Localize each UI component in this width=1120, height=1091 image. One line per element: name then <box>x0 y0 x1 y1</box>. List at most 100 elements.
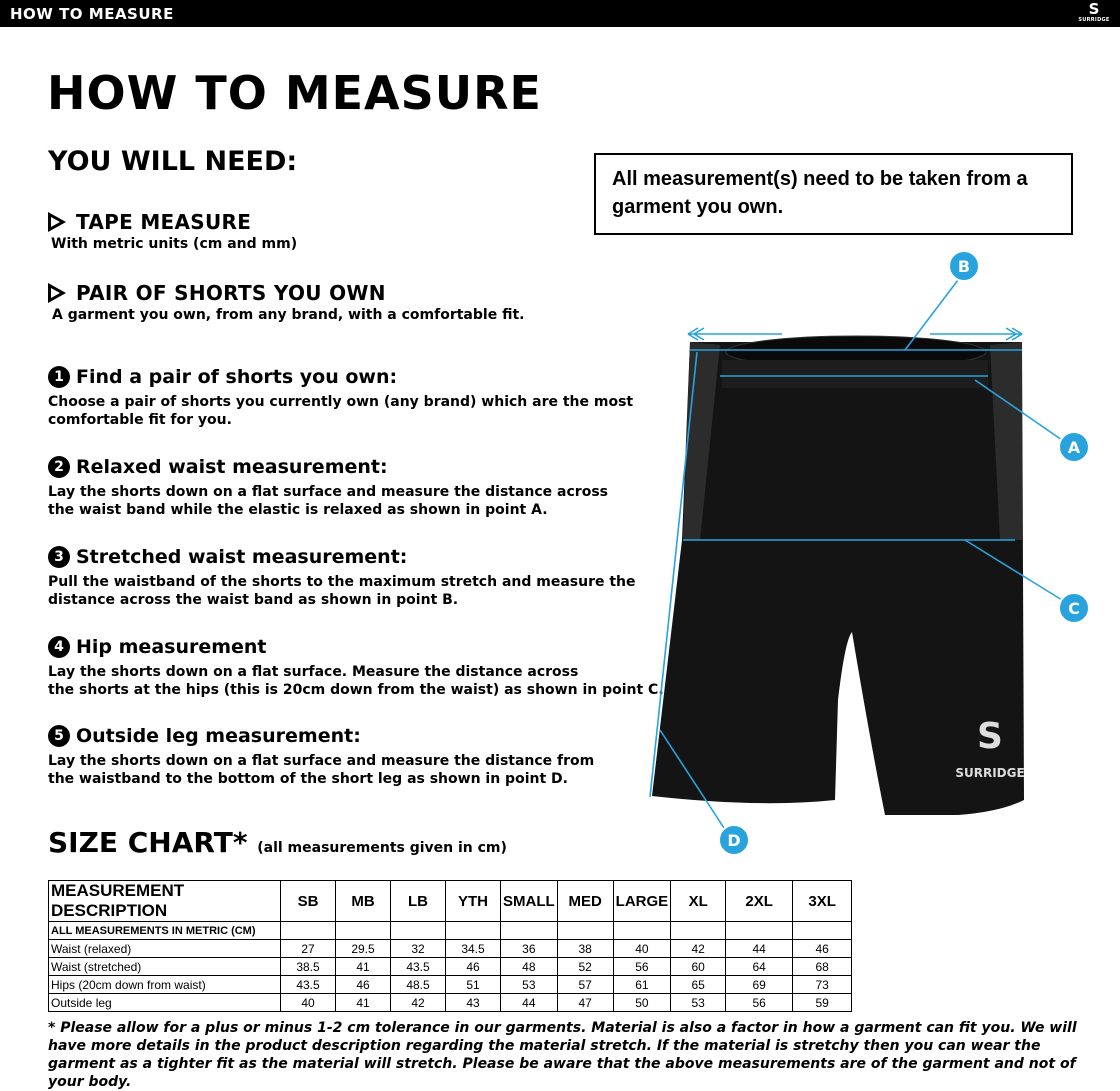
point-a-callout: A <box>1058 431 1090 463</box>
table-cell <box>500 921 558 940</box>
step-number: 5 <box>48 725 70 747</box>
table-row: Waist (relaxed) 27 29.5 32 34.5 36 38 40 42 44 46 <box>48 939 853 958</box>
table-cell <box>335 921 391 940</box>
surridge-logo-mark: S <box>977 716 1003 757</box>
step-text: Choose a pair of shorts you currently ow… <box>48 394 634 428</box>
page-title: HOW TO MEASURE <box>47 66 542 120</box>
svg-text:C: C <box>1068 599 1080 618</box>
table-cell: 53 <box>500 975 558 994</box>
table-cell: 43.5 <box>390 957 446 976</box>
table-cell: 27 <box>280 939 336 958</box>
table-cell: 68 <box>792 957 853 976</box>
column-header: YTH <box>445 880 501 922</box>
table-cell: 69 <box>725 975 794 994</box>
metric-subheader-row: ALL MEASUREMENTS IN METRIC (CM) <box>48 921 853 940</box>
table-header-row: MEASUREMENT DESCRIPTION SB MB LB YTH SMALL MED… <box>48 880 853 922</box>
column-header: XL <box>670 880 727 922</box>
step-2: 2 Relaxed waist measurement: Lay the short… <box>48 456 608 519</box>
column-header: SB <box>280 880 336 922</box>
table-cell: 52 <box>556 957 614 976</box>
table-cell: 44 <box>500 993 558 1012</box>
step-title: Relaxed waist measurement: <box>76 456 388 478</box>
table-cell: 61 <box>612 975 672 994</box>
table-cell: 29.5 <box>335 939 391 958</box>
column-header: MED <box>556 880 614 922</box>
step-number: 3 <box>48 546 70 568</box>
play-triangle-icon <box>48 212 66 232</box>
table-cell: 46 <box>335 975 391 994</box>
step-text: Lay the shorts down on a flat surface an… <box>48 484 608 518</box>
step-text: Lay the shorts down on a flat surface. M… <box>48 664 664 698</box>
table-cell: 48 <box>500 957 558 976</box>
column-header: MB <box>335 880 391 922</box>
requirement-label: TAPE MEASURE <box>76 210 252 234</box>
measure-lines <box>649 279 1063 829</box>
table-row: Waist (stretched) 38.5 41 43.5 46 48 52 56 60 64 6… <box>48 957 853 976</box>
footnote: * Please allow for a plus or minus 1-2 c… <box>48 1020 1077 1090</box>
table-cell: 47 <box>556 993 614 1012</box>
table-cell <box>792 921 853 940</box>
table-cell: 46 <box>445 957 501 976</box>
table-cell: 50 <box>612 993 672 1012</box>
table-cell: ALL MEASUREMENTS IN METRIC (CM) <box>48 921 281 940</box>
size-chart-table: MEASUREMENT DESCRIPTION SB MB LB YTH SMALL MED… <box>48 880 853 1012</box>
table-cell: 51 <box>445 975 501 994</box>
step-title: Hip measurement <box>76 636 267 658</box>
requirement-label: PAIR OF SHORTS YOU OWN <box>76 281 386 305</box>
table-cell: 46 <box>792 939 853 958</box>
table-cell: Waist (stretched) <box>48 957 281 976</box>
table-row: Outside leg 40 41 42 43 44 47 50 53 56 59 <box>48 993 853 1012</box>
table-cell: Outside leg <box>48 993 281 1012</box>
table-cell: 42 <box>390 993 446 1012</box>
table-cell: 44 <box>725 939 794 958</box>
table-cell: 34.5 <box>445 939 501 958</box>
shorts-illustration: S SURRIDGE <box>652 335 1025 815</box>
table-cell: 38.5 <box>280 957 336 976</box>
point-d-callout: D <box>718 824 750 856</box>
brand-text: SURRIDGE <box>955 766 1024 780</box>
table-cell <box>556 921 614 940</box>
table-cell: 53 <box>670 993 727 1012</box>
table-cell: Waist (relaxed) <box>48 939 281 958</box>
table-cell: 64 <box>725 957 794 976</box>
table-cell: 48.5 <box>390 975 446 994</box>
table-cell <box>445 921 501 940</box>
play-triangle-icon <box>48 283 66 303</box>
table-cell: 38 <box>556 939 614 958</box>
svg-text:B: B <box>958 257 970 276</box>
step-5: 5 Outside leg measurement: Lay the shorts … <box>48 725 594 788</box>
table-cell <box>390 921 446 940</box>
table-cell: 41 <box>335 993 391 1012</box>
step-number: 2 <box>48 456 70 478</box>
step-text: Pull the waistband of the shorts to the … <box>48 574 636 608</box>
step-1: 1 Find a pair of shorts you own: Choose a … <box>48 366 633 429</box>
column-header: 2XL <box>725 880 794 922</box>
step-title: Stretched waist measurement: <box>76 546 408 568</box>
svg-text:A: A <box>1068 438 1081 457</box>
table-cell: 60 <box>670 957 727 976</box>
requirement-desc: A garment you own, from any brand, with … <box>52 307 525 323</box>
table-cell: 40 <box>612 939 672 958</box>
table-cell: 57 <box>556 975 614 994</box>
table-cell: 36 <box>500 939 558 958</box>
top-bar: HOW TO MEASURE S SURRIDGE <box>0 0 1120 27</box>
column-header: LB <box>390 880 446 922</box>
size-chart-title: SIZE CHART* <box>48 826 248 859</box>
requirement-desc: With metric units (cm and mm) <box>51 236 298 252</box>
table-cell: 56 <box>725 993 794 1012</box>
requirement-tape-measure: TAPE MEASURE With metric units (cm and m… <box>48 210 297 252</box>
column-header: MEASUREMENT DESCRIPTION <box>48 880 281 922</box>
table-cell: 43.5 <box>280 975 336 994</box>
surridge-logo: S SURRIDGE <box>1078 0 1110 24</box>
column-header: LARGE <box>612 880 672 922</box>
step-4: 4 Hip measurement Lay the shorts down on a… <box>48 636 664 699</box>
table-cell: 41 <box>335 957 391 976</box>
table-cell: 43 <box>445 993 501 1012</box>
you-will-need-heading: YOU WILL NEED: <box>48 146 298 177</box>
svg-text:D: D <box>727 831 740 850</box>
column-header: 3XL <box>792 880 853 922</box>
table-cell: 40 <box>280 993 336 1012</box>
table-cell <box>280 921 336 940</box>
point-c-callout: C <box>1058 592 1090 624</box>
